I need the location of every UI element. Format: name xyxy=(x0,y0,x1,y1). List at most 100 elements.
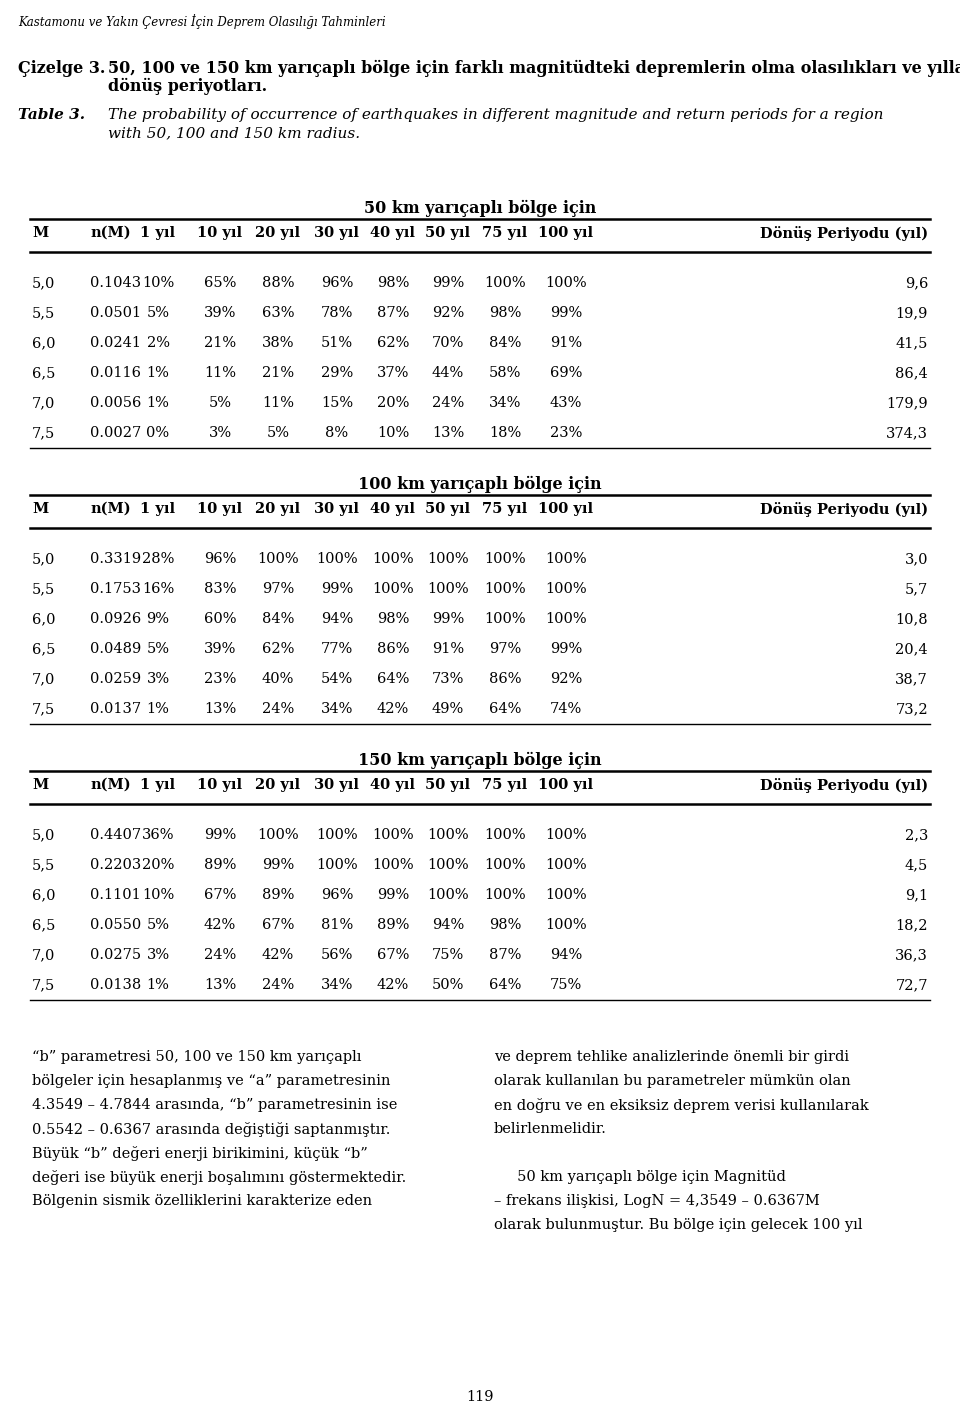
Text: 6,5: 6,5 xyxy=(32,366,56,380)
Text: 73,2: 73,2 xyxy=(896,702,928,716)
Text: 0.0275: 0.0275 xyxy=(90,947,141,962)
Text: 34%: 34% xyxy=(321,702,353,716)
Text: 9,6: 9,6 xyxy=(904,275,928,289)
Text: 3%: 3% xyxy=(147,672,170,686)
Text: 5%: 5% xyxy=(147,306,170,321)
Text: 65%: 65% xyxy=(204,275,236,289)
Text: 98%: 98% xyxy=(489,306,521,321)
Text: 99%: 99% xyxy=(550,642,582,657)
Text: 7,0: 7,0 xyxy=(32,395,56,409)
Text: 94%: 94% xyxy=(321,611,353,626)
Text: 89%: 89% xyxy=(204,858,236,873)
Text: 96%: 96% xyxy=(204,552,236,566)
Text: 64%: 64% xyxy=(489,702,521,716)
Text: 1 yıl: 1 yıl xyxy=(140,226,176,240)
Text: Dönüş Periyodu (yıl): Dönüş Periyodu (yıl) xyxy=(760,226,928,241)
Text: 42%: 42% xyxy=(262,947,294,962)
Text: 10 yıl: 10 yıl xyxy=(198,226,243,240)
Text: 1%: 1% xyxy=(147,395,169,409)
Text: 100%: 100% xyxy=(484,611,526,626)
Text: 20%: 20% xyxy=(377,395,409,409)
Text: 1%: 1% xyxy=(147,979,169,993)
Text: Bölgenin sismik özelliklerini karakterize eden: Bölgenin sismik özelliklerini karakteriz… xyxy=(32,1195,372,1209)
Text: 99%: 99% xyxy=(204,827,236,842)
Text: 29%: 29% xyxy=(321,366,353,380)
Text: 0.0027: 0.0027 xyxy=(90,426,141,441)
Text: 100 yıl: 100 yıl xyxy=(539,226,593,240)
Text: 6,0: 6,0 xyxy=(32,888,56,902)
Text: 100%: 100% xyxy=(257,552,299,566)
Text: 11%: 11% xyxy=(262,395,294,409)
Text: 36%: 36% xyxy=(142,827,175,842)
Text: 69%: 69% xyxy=(550,366,582,380)
Text: 75%: 75% xyxy=(432,947,464,962)
Text: 34%: 34% xyxy=(489,395,521,409)
Text: n(M): n(M) xyxy=(90,778,131,792)
Text: 0.1043: 0.1043 xyxy=(90,275,141,289)
Text: 20 yıl: 20 yıl xyxy=(255,226,300,240)
Text: 20,4: 20,4 xyxy=(896,642,928,657)
Text: belirlenmelidir.: belirlenmelidir. xyxy=(494,1123,607,1137)
Text: 0.0489: 0.0489 xyxy=(90,642,141,657)
Text: Kastamonu ve Yakın Çevresi İçin Deprem Olasılığı Tahminleri: Kastamonu ve Yakın Çevresi İçin Deprem O… xyxy=(18,14,386,30)
Text: 100%: 100% xyxy=(427,582,468,596)
Text: 21%: 21% xyxy=(262,366,294,380)
Text: 7,5: 7,5 xyxy=(32,702,56,716)
Text: 5%: 5% xyxy=(147,918,170,932)
Text: 100%: 100% xyxy=(427,827,468,842)
Text: 100%: 100% xyxy=(427,888,468,902)
Text: 5,0: 5,0 xyxy=(32,275,56,289)
Text: 92%: 92% xyxy=(432,306,464,321)
Text: 39%: 39% xyxy=(204,306,236,321)
Text: 100%: 100% xyxy=(484,552,526,566)
Text: 1 yıl: 1 yıl xyxy=(140,503,176,515)
Text: 70%: 70% xyxy=(432,336,465,350)
Text: M: M xyxy=(32,503,48,515)
Text: 96%: 96% xyxy=(321,888,353,902)
Text: – frekans ilişkisi, LogN = 4,3549 – 0.6367M: – frekans ilişkisi, LogN = 4,3549 – 0.63… xyxy=(494,1195,820,1209)
Text: 94%: 94% xyxy=(432,918,464,932)
Text: 10 yıl: 10 yıl xyxy=(198,778,243,792)
Text: 0.0926: 0.0926 xyxy=(90,611,141,626)
Text: 24%: 24% xyxy=(262,979,294,993)
Text: 100%: 100% xyxy=(545,552,587,566)
Text: 100%: 100% xyxy=(545,918,587,932)
Text: 86%: 86% xyxy=(489,672,521,686)
Text: 5,7: 5,7 xyxy=(904,582,928,596)
Text: 38%: 38% xyxy=(262,336,295,350)
Text: 0.1101: 0.1101 xyxy=(90,888,141,902)
Text: 0.0137: 0.0137 xyxy=(90,702,141,716)
Text: M: M xyxy=(32,778,48,792)
Text: 0.0241: 0.0241 xyxy=(90,336,141,350)
Text: 100%: 100% xyxy=(316,552,358,566)
Text: 50%: 50% xyxy=(432,979,465,993)
Text: 72,7: 72,7 xyxy=(896,979,928,993)
Text: 54%: 54% xyxy=(321,672,353,686)
Text: 3%: 3% xyxy=(147,947,170,962)
Text: 100%: 100% xyxy=(545,275,587,289)
Text: 3%: 3% xyxy=(208,426,231,441)
Text: 30 yıl: 30 yıl xyxy=(315,503,359,515)
Text: 1 yıl: 1 yıl xyxy=(140,778,176,792)
Text: 28%: 28% xyxy=(142,552,174,566)
Text: bölgeler için hesaplanmış ve “a” parametresinin: bölgeler için hesaplanmış ve “a” paramet… xyxy=(32,1075,391,1089)
Text: 5%: 5% xyxy=(208,395,231,409)
Text: 100%: 100% xyxy=(545,611,587,626)
Text: 84%: 84% xyxy=(489,336,521,350)
Text: 150 km yarıçaplı bölge için: 150 km yarıçaplı bölge için xyxy=(358,753,602,770)
Text: 89%: 89% xyxy=(377,918,409,932)
Text: 89%: 89% xyxy=(262,888,294,902)
Text: 42%: 42% xyxy=(377,702,409,716)
Text: 7,0: 7,0 xyxy=(32,672,56,686)
Text: 5%: 5% xyxy=(267,426,290,441)
Text: 40 yıl: 40 yıl xyxy=(371,226,416,240)
Text: olarak bulunmuştur. Bu bölge için gelecek 100 yıl: olarak bulunmuştur. Bu bölge için gelece… xyxy=(494,1219,862,1233)
Text: 7,5: 7,5 xyxy=(32,979,56,993)
Text: 5,5: 5,5 xyxy=(32,306,56,321)
Text: 10%: 10% xyxy=(142,888,174,902)
Text: 8%: 8% xyxy=(325,426,348,441)
Text: 10%: 10% xyxy=(142,275,174,289)
Text: 86,4: 86,4 xyxy=(896,366,928,380)
Text: 0.0056: 0.0056 xyxy=(90,395,141,409)
Text: 0.5542 – 0.6367 arasında değiştiği saptanmıştır.: 0.5542 – 0.6367 arasında değiştiği sapta… xyxy=(32,1123,391,1137)
